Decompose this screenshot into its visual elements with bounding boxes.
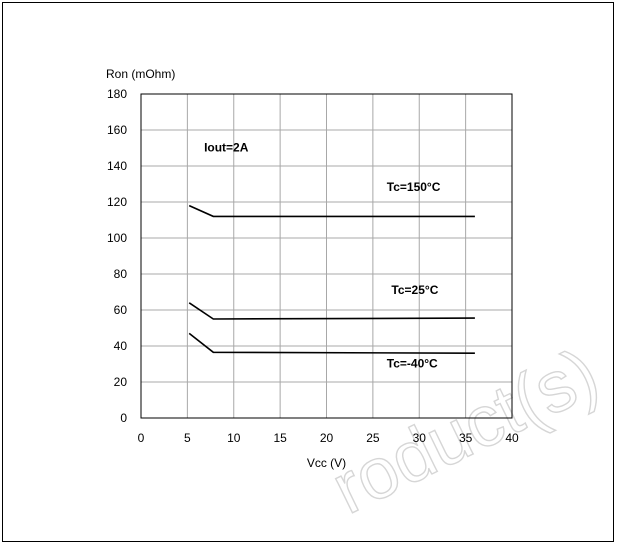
series-line-1	[188, 204, 475, 218]
annotations: Iout=2A Tc=150°C Tc=25°C Tc=-40°C	[204, 141, 441, 371]
x-tick-label: 0	[138, 431, 145, 445]
x-tick-label: 10	[227, 431, 241, 445]
y-tick-label: 80	[114, 267, 128, 281]
y-tick-label: 140	[107, 159, 127, 173]
y-tick-label: 160	[107, 123, 127, 137]
y-tick-label: 40	[114, 339, 128, 353]
chart: roduct(s) 0 5 10 15 20 25 30 35 4002040608010012…	[106, 67, 611, 525]
annotation-label: Tc=25°C	[391, 283, 438, 297]
series-line-2	[188, 302, 475, 320]
x-tick-label: 5	[184, 431, 191, 445]
y-tick-label: 100	[107, 231, 127, 245]
y-axis-label: Ron (mOhm)	[106, 67, 175, 81]
x-tick-label: 15	[273, 431, 287, 445]
x-tick-label: 25	[366, 431, 380, 445]
x-tick-label: 35	[459, 431, 473, 445]
y-tick-label: 180	[107, 87, 127, 101]
x-tick-label: 40	[505, 431, 519, 445]
y-tick-label: 60	[114, 303, 128, 317]
y-tick-label: 120	[107, 195, 127, 209]
series-lines	[188, 204, 475, 355]
grid	[141, 94, 512, 418]
series-line-3	[188, 332, 475, 355]
x-axis-label: Vcc (V)	[307, 456, 346, 470]
annotation-label: Iout=2A	[204, 141, 249, 155]
y-tick-label: 0	[120, 411, 127, 425]
annotation-label: Tc=150°C	[387, 180, 441, 194]
y-tick-label: 20	[114, 375, 128, 389]
annotation-label: Tc=-40°C	[387, 357, 438, 371]
x-tick-label: 20	[320, 431, 334, 445]
x-tick-label: 30	[413, 431, 427, 445]
tick-labels: 0 5 10 15 20 25 30 35 40 0 20 40 60 80 100 120 140 160 180	[107, 87, 519, 445]
plot-area	[140, 93, 513, 419]
